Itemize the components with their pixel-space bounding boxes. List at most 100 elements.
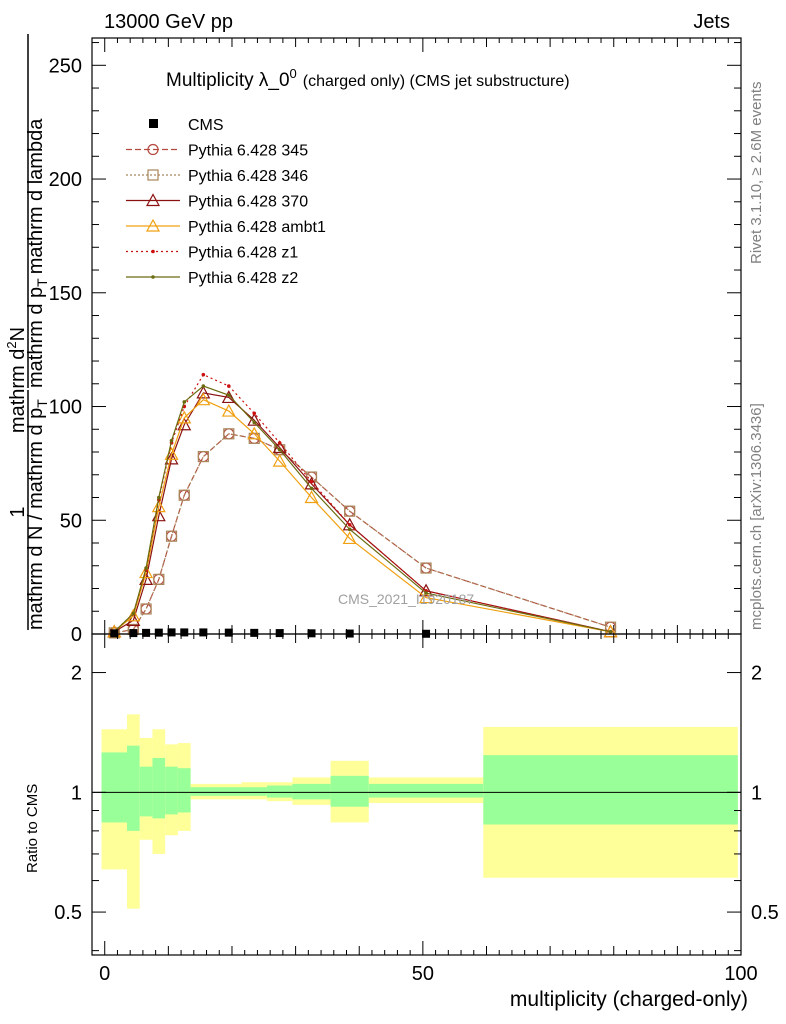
series-point-3 (221, 403, 236, 417)
ratio-panel: 0 50 100 0.5 0.5 1 1 2 2 (54, 633, 779, 985)
header-category-label: Jets (693, 11, 730, 33)
ratio-band-inner-4 (165, 766, 178, 815)
series-point-2 (221, 390, 236, 404)
series-point-4 (226, 384, 231, 388)
legend-marker-data (149, 119, 158, 128)
plot-title-main: Multiplicity λ_0 (166, 70, 290, 91)
data-point (199, 628, 208, 637)
series-point-1 (178, 489, 190, 501)
series-point-1 (197, 450, 209, 463)
series-point-1 (140, 603, 152, 615)
legend-marker-2 (145, 193, 161, 207)
ratio-band-inner-1 (126, 745, 140, 831)
series-point-4 (201, 372, 206, 377)
x-tick-label: 50 (412, 963, 434, 985)
series-point-5 (226, 393, 231, 397)
analysis-watermark: CMS_2021_I1920187 (338, 591, 474, 607)
ratio-band-inner-2 (139, 766, 153, 817)
series-point-5 (182, 400, 187, 404)
ratio-frame (91, 633, 742, 956)
ratio-band-inner-7 (241, 787, 267, 796)
series-point-0 (140, 603, 152, 615)
series-point-2 (126, 613, 141, 626)
series-point-1 (223, 428, 235, 440)
data-point (129, 629, 138, 638)
series-point-5 (277, 447, 282, 452)
series-point-5 (144, 566, 148, 570)
series-point-3 (126, 608, 141, 622)
series-point-3 (419, 590, 434, 604)
ratio-band-inner-8 (266, 785, 293, 798)
series-point-4 (252, 411, 257, 416)
plot-title: Multiplicity λ_00 (charged only) (CMS jet… (166, 66, 570, 91)
legend-label-3: Pythia 6.428 ambt1 (188, 219, 326, 236)
legend-marker-4 (151, 249, 155, 254)
data-point (142, 628, 151, 637)
series-point-5 (131, 611, 136, 616)
y-axis-label: 1 mathrm d N / mathrm d pT mathrm d2N ma… (4, 34, 50, 630)
y-label-denominator: mathrm d N / mathrm d pT (25, 399, 50, 630)
ratio-band-inner-9 (292, 783, 331, 800)
legend-marker-1 (147, 169, 159, 181)
data-point (110, 629, 119, 638)
data-point (154, 628, 163, 637)
ratio-band-inner-6 (190, 787, 242, 796)
series-point-3 (272, 453, 287, 467)
data-point (180, 628, 189, 637)
data-point (307, 629, 316, 638)
series-point-5 (201, 384, 206, 388)
series-point-5 (169, 438, 174, 443)
ratio-tick-label-left: 1 (71, 782, 82, 804)
ratio-band-inner-3 (152, 757, 166, 819)
rivet-version-label: Rivet 3.1.10, ≥ 2.6M events (748, 82, 765, 265)
y-tick-label: 50 (60, 510, 82, 532)
series-point-4 (277, 441, 282, 445)
series-point-3 (196, 392, 211, 406)
legend-marker-0 (147, 143, 159, 156)
x-tick-label: 0 (99, 963, 110, 985)
ratio-band-inner-10 (330, 775, 369, 807)
x-axis-label: multiplicity (charged-only) (510, 988, 748, 1011)
series-point-1 (165, 530, 178, 542)
series-point-5 (157, 495, 161, 500)
series-line-2 (113, 392, 611, 633)
ratio-tick-label-left: 2 (71, 663, 82, 685)
data-point (167, 628, 176, 637)
y-tick-label: 100 (49, 397, 82, 419)
y-label-numerator: mathrm d2N (4, 327, 29, 433)
series-line-5 (113, 385, 611, 633)
ratio-band-inner-0 (101, 752, 127, 823)
legend-label-data: CMS (188, 117, 224, 134)
legend-label-4: Pythia 6.428 z1 (188, 245, 298, 262)
ratio-band-inner-5 (177, 768, 191, 813)
legend-label-2: Pythia 6.428 370 (188, 194, 308, 211)
plot-title-superscript: 0 (290, 66, 297, 81)
ratio-y-label: Ratio to CMS (24, 784, 41, 873)
header-energy-label: 13000 GeV pp (104, 11, 233, 33)
legend-label-5: Pythia 6.428 z2 (188, 270, 298, 287)
series-point-5 (608, 629, 613, 634)
legend-marker-5 (151, 275, 155, 279)
data-point (275, 629, 284, 638)
data-point (250, 628, 259, 637)
series-point-3 (151, 499, 166, 513)
series-point-3 (139, 565, 154, 579)
ratio-tick-label-left: 0.5 (54, 902, 82, 924)
series-point-0 (197, 450, 209, 463)
mcplots-credit-label: mcplots.cern.ch [arXiv:1306.3436] (748, 403, 765, 630)
legend: CMS Pythia 6.428 345 Pythia 6.428 346 Pythi… (126, 117, 326, 287)
main-panel: 0 50 100 150 200 250 (49, 37, 742, 646)
series-point-3 (342, 531, 357, 545)
data-point (224, 628, 233, 637)
series-point-5 (309, 486, 314, 491)
ratio-tick-label-right: 0.5 (751, 902, 779, 924)
series-point-1 (108, 627, 120, 639)
series-point-1 (153, 573, 165, 586)
series-point-2 (196, 385, 211, 399)
legend-marker-3 (145, 218, 161, 232)
series-point-5 (252, 420, 257, 425)
series-point-3 (247, 426, 262, 440)
series-line-4 (113, 373, 611, 633)
series-point-4 (309, 479, 314, 484)
y-label-denominator-2: mathrm d pTmathrm d lambda (25, 118, 50, 388)
